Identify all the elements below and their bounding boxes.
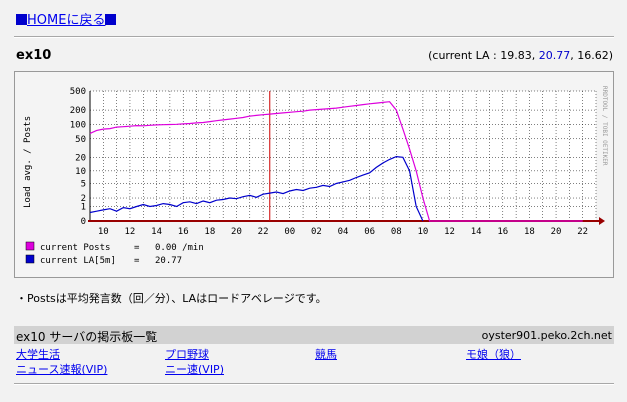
x-tick-label: 08 <box>391 227 402 237</box>
y-tick-label: 50 <box>75 135 86 145</box>
board-link-nisoku-vip[interactable]: ニー速(VIP) <box>165 363 224 376</box>
x-tick-label: 22 <box>258 227 269 237</box>
y-tick-label: 100 <box>70 120 86 130</box>
legend-value: 0.00 /min <box>155 243 204 253</box>
legend-name: current Posts <box>40 243 110 253</box>
y-axis-label: Load avg. / Posts <box>23 116 33 208</box>
x-tick-label: 16 <box>178 227 189 237</box>
series-line <box>89 101 583 222</box>
x-tick-label: 02 <box>311 227 322 237</box>
board-link-baseball[interactable]: プロ野球 <box>165 348 209 361</box>
board-list-header: ex10 サーバの掲示板一覧 oyster901.peko.2ch.net <box>14 326 614 344</box>
x-tick-label: 10 <box>98 227 109 237</box>
y-tick-label: 200 <box>70 106 86 116</box>
x-tick-label: 16 <box>497 227 508 237</box>
load-graph: 500 200 100 50 20 10 5 2 1 0 10 12 14 16 18 20 22 00 02 04… <box>14 71 614 278</box>
y-tick-label: 5 <box>81 180 86 190</box>
legend-swatch <box>25 241 35 251</box>
legend-value: 20.77 <box>155 256 182 266</box>
square-bullet-icon <box>16 14 27 25</box>
y-tick-label: 2 <box>81 194 86 204</box>
load-average-line: (current LA : 19.83, 20.77, 16.62) <box>428 49 613 62</box>
x-tick-label: 10 <box>417 227 428 237</box>
x-tick-label: 14 <box>151 227 162 237</box>
la-15min: 16.62 <box>577 49 609 62</box>
x-tick-label: 18 <box>204 227 215 237</box>
square-bullet-icon <box>105 14 117 25</box>
graph-note: ・Postsは平均発言数（回／分）、LAはロードアベレージです。 <box>16 292 327 305</box>
x-tick-label: 12 <box>444 227 455 237</box>
x-tick-label: 14 <box>471 227 482 237</box>
la-1min: 19.83 <box>500 49 532 62</box>
board-list-title: ex10 サーバの掲示板一覧 <box>16 330 158 344</box>
server-domain: oyster901.peko.2ch.net <box>481 329 612 342</box>
board-link-morning[interactable]: モ娘（狼） <box>466 348 521 361</box>
y-tick-label: 1 <box>81 203 86 213</box>
legend-equals: = <box>134 243 140 253</box>
board-link-news-vip[interactable]: ニュース速報(VIP) <box>16 363 108 376</box>
board-link-keiba[interactable]: 競馬 <box>315 348 337 361</box>
server-name: ex10 <box>16 48 52 63</box>
chart-watermark: RRDTOOL / TOBI OETIKER <box>601 86 608 166</box>
y-tick-label: 10 <box>75 167 86 177</box>
x-tick-label: 22 <box>577 227 588 237</box>
y-tick-label: 500 <box>70 87 86 97</box>
divider <box>14 36 614 38</box>
y-tick-label: 0 <box>81 217 86 227</box>
x-tick-label: 06 <box>364 227 375 237</box>
x-tick-label: 04 <box>338 227 349 237</box>
x-tick-label: 00 <box>284 227 295 237</box>
home-link[interactable]: HOMEに戻る <box>16 9 117 28</box>
x-tick-label: 18 <box>524 227 535 237</box>
x-tick-label: 12 <box>125 227 136 237</box>
legend-swatch <box>25 254 35 264</box>
y-tick-label: 20 <box>75 153 86 163</box>
legend-name: current LA[5m] <box>40 256 116 266</box>
legend-equals: = <box>134 256 140 266</box>
x-tick-label: 20 <box>231 227 242 237</box>
x-tick-label: 20 <box>551 227 562 237</box>
series-line <box>89 155 424 222</box>
la-5min: 20.77 <box>538 49 571 62</box>
divider <box>14 383 614 385</box>
board-link-daigaku[interactable]: 大学生活 <box>16 348 60 361</box>
